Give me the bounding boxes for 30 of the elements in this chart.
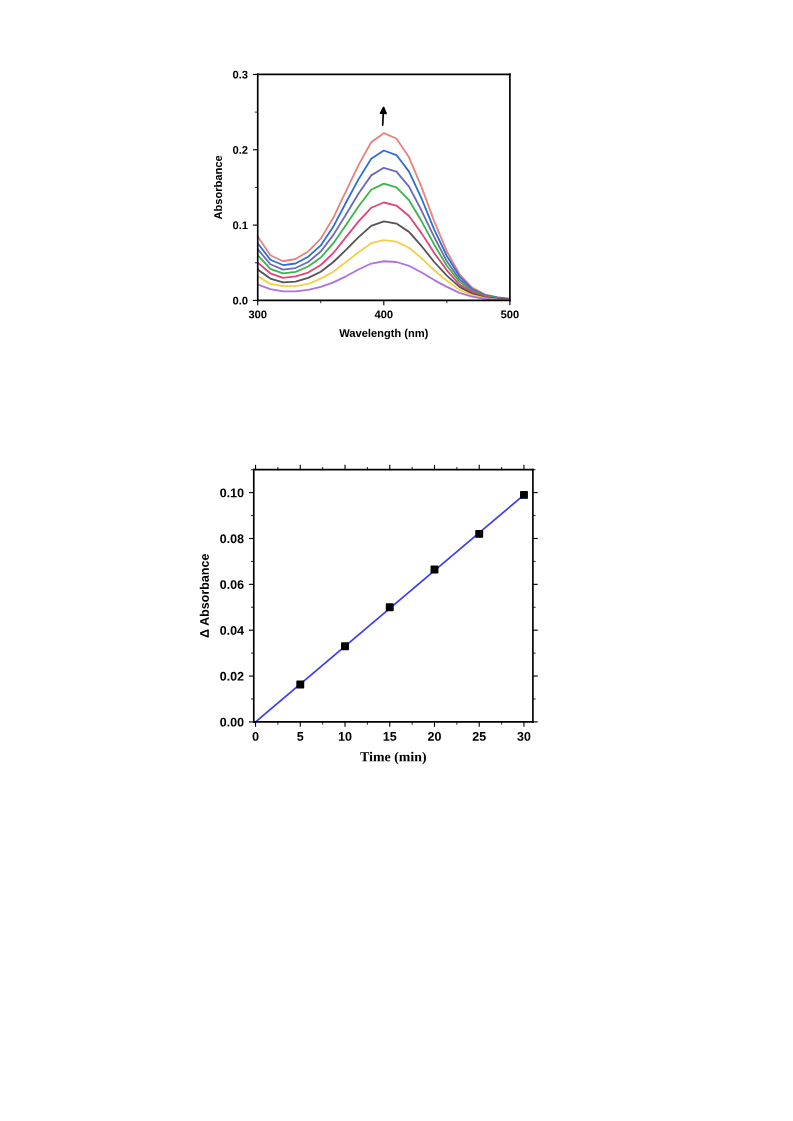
x-tick-label: 15	[383, 732, 397, 741]
y-tick-label: 0.06	[220, 580, 244, 589]
point	[385, 603, 394, 612]
y-tick-label: 0.00	[220, 717, 244, 727]
x-tick-label: 30	[517, 731, 531, 741]
y-axis-title: Absorbance	[213, 155, 223, 220]
point	[296, 680, 305, 689]
x-tick-label: 5	[297, 732, 304, 741]
y-tick-label: 0.1	[233, 221, 248, 230]
y-tick-label: 0.10	[220, 488, 244, 498]
point	[430, 565, 439, 574]
y-tick-label: 0.3	[233, 70, 248, 79]
x-axis-title: Time (min)	[360, 751, 426, 765]
x-axis-title: Wavelength (nm)	[339, 328, 428, 340]
y-tick-label: 0.0	[233, 296, 248, 305]
x-tick-label: 0	[252, 731, 259, 741]
y-tick-label: 0.08	[220, 534, 244, 544]
y-tick-label: 0.02	[220, 671, 244, 681]
x-tick-label: 20	[427, 731, 441, 741]
point	[519, 490, 528, 499]
x-tick-label: 300	[248, 310, 267, 319]
y-axis-title: Δ Absorbance	[199, 554, 209, 638]
x-tick-label: 25	[472, 731, 486, 741]
point	[475, 529, 484, 538]
x-tick-label: 500	[500, 310, 519, 319]
x-tick-label: 10	[338, 731, 352, 741]
y-tick-label: 0.04	[220, 626, 244, 635]
x-tick-label: 400	[374, 310, 393, 319]
point	[341, 642, 349, 651]
y-tick-label: 0.2	[233, 146, 248, 154]
